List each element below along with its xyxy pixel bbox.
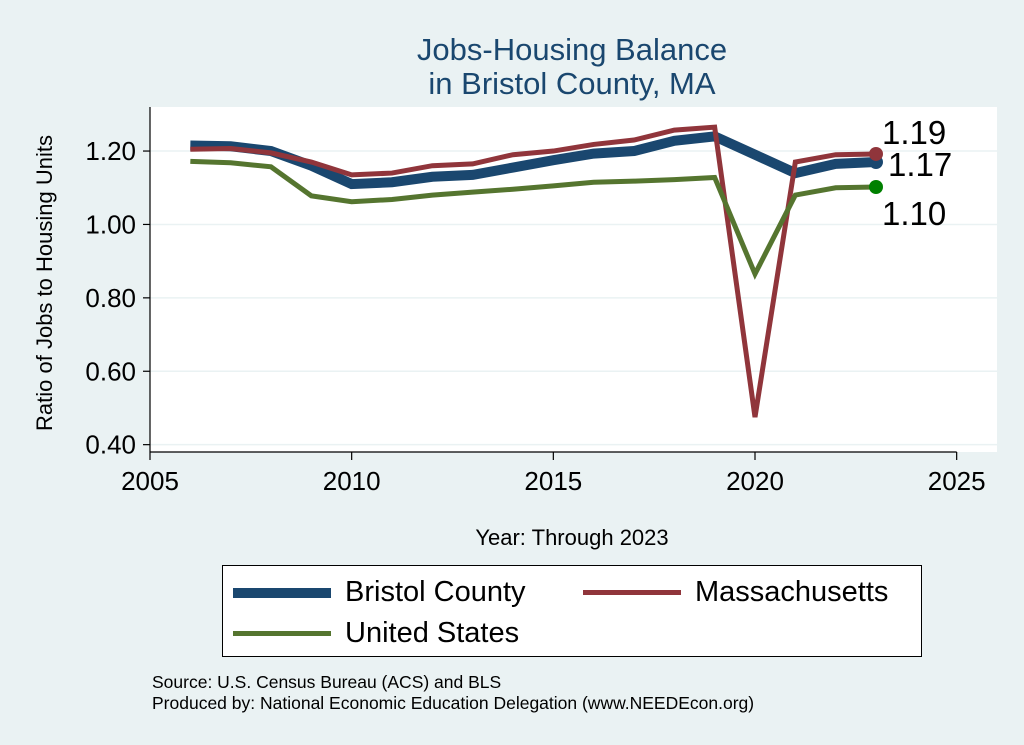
series-line-bristol-county: [190, 131, 877, 190]
end-label-bristol-county: 1.17: [888, 146, 952, 183]
x-tick-label-2: 2015: [524, 466, 582, 496]
y-tick-label-4: 1.20: [85, 136, 136, 166]
legend-item-united-states: United States: [233, 617, 519, 650]
series-line-massachusetts: [190, 124, 877, 418]
chart-footer: Source: U.S. Census Bureau (ACS) and BLS…: [152, 672, 754, 714]
y-tick-label-3: 1.00: [85, 209, 136, 239]
legend-label-massachusetts: Massachusetts: [695, 576, 889, 608]
chart-title-line1: Jobs-Housing Balance: [417, 32, 727, 67]
end-label-united-states: 1.10: [882, 195, 946, 232]
legend-label-bristol-county: Bristol County: [345, 576, 526, 608]
legend-item-bristol-county: Bristol County: [233, 576, 526, 609]
legend-swatch-bristol-county: [233, 587, 331, 598]
legend-label-united-states: United States: [345, 617, 520, 649]
end-label-massachusetts: 1.19: [882, 114, 946, 151]
axes: 0.40 0.60 0.80 1.00 1.20 2005 2010 2015 2020 2025: [85, 107, 986, 496]
x-tick-label-3: 2020: [726, 466, 784, 496]
y-tick-label-0: 0.40: [85, 430, 136, 460]
legend-swatch-united-states: [233, 631, 331, 636]
source-note: Source: U.S. Census Bureau (ACS) and BLS: [152, 672, 502, 692]
series-lines: [190, 124, 877, 418]
end-marker-united-states: [869, 180, 883, 195]
x-tick-label-0: 2005: [121, 466, 179, 496]
end-markers: 1.171.19 1.10: [869, 114, 952, 232]
grid-lines: [150, 150, 997, 446]
y-tick-label-2: 0.80: [85, 283, 136, 313]
x-axis-label: Year: Through 2023: [475, 525, 668, 550]
legend: Bristol County Massachusetts United Stat…: [222, 565, 922, 657]
x-tick-label-4: 2025: [928, 466, 986, 496]
y-axis-label: Ratio of Jobs to Housing Units: [32, 135, 57, 431]
x-tick-label-1: 2010: [323, 466, 381, 496]
series-line-united-states: [190, 158, 877, 280]
end-marker-massachusetts: [869, 146, 883, 161]
y-tick-label-1: 0.60: [85, 356, 136, 386]
producer-note: Produced by: National Economic Education…: [152, 693, 755, 713]
chart-title-line2: in Bristol County, MA: [428, 66, 715, 101]
legend-item-massachusetts: Massachusetts: [583, 576, 888, 609]
legend-swatch-massachusetts: [583, 590, 681, 595]
line-chart: Jobs-Housing Balance in Bristol County, …: [32, 32, 997, 550]
